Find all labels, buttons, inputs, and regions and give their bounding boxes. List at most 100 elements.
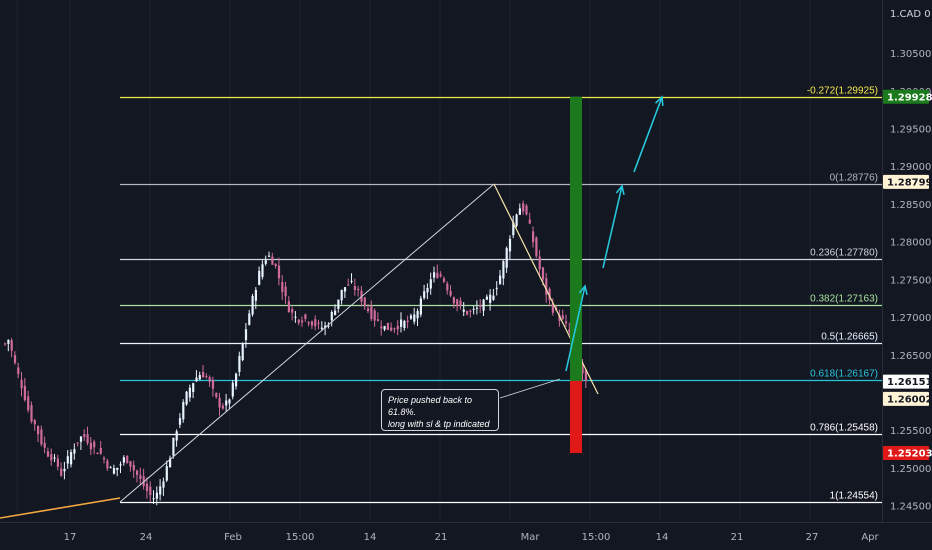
candle-body (353, 286, 356, 290)
candle-body (10, 340, 13, 351)
projection-arrow (633, 96, 663, 173)
candle-body (581, 362, 584, 374)
time-tick-label: 27 (806, 532, 819, 543)
candle-body (324, 325, 327, 328)
candle-body (528, 219, 531, 224)
candle-body (429, 279, 432, 289)
candle-body (340, 289, 343, 301)
candle-body (106, 460, 109, 469)
fib-level-label: -0.272(1.29925) (807, 86, 878, 97)
candle-body (502, 261, 505, 279)
candle-body (459, 300, 462, 306)
candle-body (469, 310, 472, 312)
time-tick-label: 14 (364, 532, 377, 543)
candle-body (337, 299, 340, 309)
candle-body (66, 456, 69, 464)
candle-body (489, 294, 492, 303)
time-tick-label: Mar (521, 532, 541, 543)
fib-level-label: 0(1.28776) (830, 173, 878, 184)
candle-body (235, 373, 238, 387)
candle-body (367, 308, 370, 312)
candle-body (281, 282, 284, 292)
candle-body (561, 315, 564, 319)
candle-body (145, 483, 149, 492)
price-tick-label: 1.29000 (890, 162, 931, 173)
candle-body (525, 205, 528, 215)
price-badge-label: 1.28799 (887, 177, 932, 188)
candle-body (178, 418, 182, 425)
candle-body (208, 377, 211, 382)
projection-arrow (602, 185, 623, 269)
candle-body (439, 274, 442, 277)
candle-body (436, 272, 439, 278)
fibonacci-retracement[interactable]: -0.272(1.29925) 0(1.28776) 0.236(1.27780) 0… (120, 86, 882, 504)
candle-body (60, 468, 63, 476)
candle-body (228, 399, 231, 404)
candle-body (393, 328, 396, 330)
candle-body (211, 379, 215, 389)
candle-body (175, 431, 178, 441)
fib-level-label: 0.382(1.27163) (810, 294, 878, 305)
candle-body (472, 308, 475, 310)
candle-body (225, 400, 228, 406)
price-badge-label: 1.29928 (887, 92, 932, 103)
candle-body (96, 452, 99, 455)
candle-body (139, 475, 142, 479)
time-tick-label: 15:00 (582, 532, 611, 543)
arrow-head (578, 284, 588, 295)
text-annotation[interactable]: Price pushed back to 61.8%. long with sl… (381, 389, 499, 431)
candle-body (307, 322, 310, 324)
candle-body (409, 315, 413, 319)
candle-body (508, 238, 512, 252)
candle-body (343, 287, 347, 292)
candle-body (264, 260, 267, 264)
price-tick-label: 1.26500 (890, 351, 931, 362)
time-tick-label: Feb (224, 532, 242, 543)
time-tick-label: 14 (656, 532, 669, 543)
candle-body (449, 290, 452, 296)
candle-body (251, 295, 254, 315)
candle-body (53, 457, 56, 459)
candle-body (244, 329, 248, 341)
candle-body (37, 425, 40, 435)
candle-body (56, 458, 59, 467)
candle-body (231, 382, 234, 397)
candle-body (291, 308, 294, 313)
candle-body (541, 267, 545, 280)
time-axis[interactable]: 17 24 Feb 15:00 14 21 Mar 15:00 14 21 27 Apr (0, 522, 932, 544)
candle-body (221, 405, 224, 409)
drawing-tools[interactable] (0, 95, 664, 519)
candle-body (50, 454, 53, 461)
candle-body (126, 455, 129, 464)
trendline-white (119, 183, 495, 503)
candle-body (165, 466, 168, 481)
candle-body (518, 208, 521, 215)
candle-body (149, 486, 152, 496)
candle-body (287, 301, 290, 313)
candle-body (320, 327, 323, 329)
price-badge (883, 174, 929, 189)
price-tick-label: 1.28000 (890, 238, 931, 249)
price-axis[interactable]: 1.305001.300001.295001.290001.285001.280… (882, 0, 932, 550)
candle-body (277, 265, 281, 279)
candle-body (512, 222, 515, 236)
annotation-pointer (499, 378, 561, 399)
candle-body (79, 436, 83, 442)
candle-body (132, 464, 135, 471)
candle-body (568, 329, 571, 333)
currency-label[interactable]: 1.CAD 0 (890, 9, 931, 20)
arrow-head (615, 184, 625, 195)
candle-body (406, 320, 409, 323)
candle-body (89, 442, 92, 450)
candle-body (136, 470, 139, 475)
candle-body (479, 305, 482, 308)
candle-body (551, 303, 554, 313)
candle-body (215, 393, 218, 398)
time-tick-label: 15:00 (286, 532, 315, 543)
candle-body (185, 391, 188, 405)
candle-body (17, 367, 20, 375)
time-tick-label: 21 (435, 532, 448, 543)
candle-body (99, 448, 102, 454)
